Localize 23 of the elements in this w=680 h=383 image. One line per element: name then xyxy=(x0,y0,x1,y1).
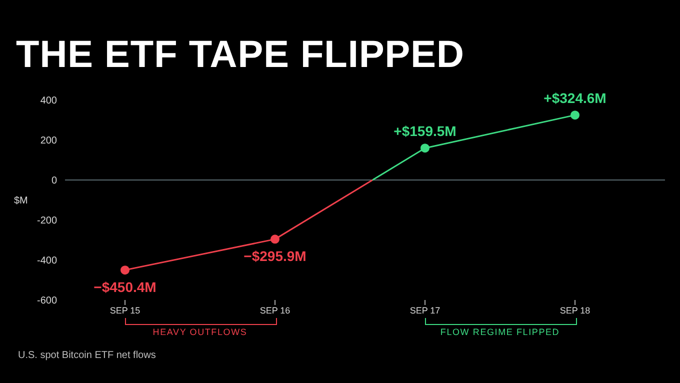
text: U.S. spot Bitcoin ETF net flows xyxy=(18,350,156,361)
x-tick-label: SEP 15 xyxy=(110,305,140,316)
y-tick-label: -400 xyxy=(36,256,58,267)
point xyxy=(570,110,580,120)
data-label: +$324.6M xyxy=(544,90,606,106)
y-tick-label: 0 xyxy=(51,176,58,187)
text: FLOW REGIME FLIPPED xyxy=(439,327,561,337)
x-tick-label: SEP 18 xyxy=(560,305,590,316)
text: HEAVY OUTFLOWS xyxy=(152,327,248,337)
x-tick-label: SEP 17 xyxy=(410,305,440,316)
y-tick-label: -600 xyxy=(36,296,58,307)
point xyxy=(120,266,130,275)
x-tick-label: SEP 16 xyxy=(260,305,290,316)
point xyxy=(420,144,430,153)
point xyxy=(270,234,280,244)
chart-title: THE ETF TAPE FLIPPED xyxy=(16,34,464,77)
data-label: −$450.4M xyxy=(94,279,156,296)
y-tick-label: 400 xyxy=(40,96,58,107)
data-label: −$295.9M xyxy=(244,248,306,264)
y-axis-title: $M xyxy=(14,196,28,207)
data-label: +$159.5M xyxy=(394,123,456,140)
y-tick-label: 200 xyxy=(40,136,58,147)
y-tick-label: -200 xyxy=(36,216,58,227)
